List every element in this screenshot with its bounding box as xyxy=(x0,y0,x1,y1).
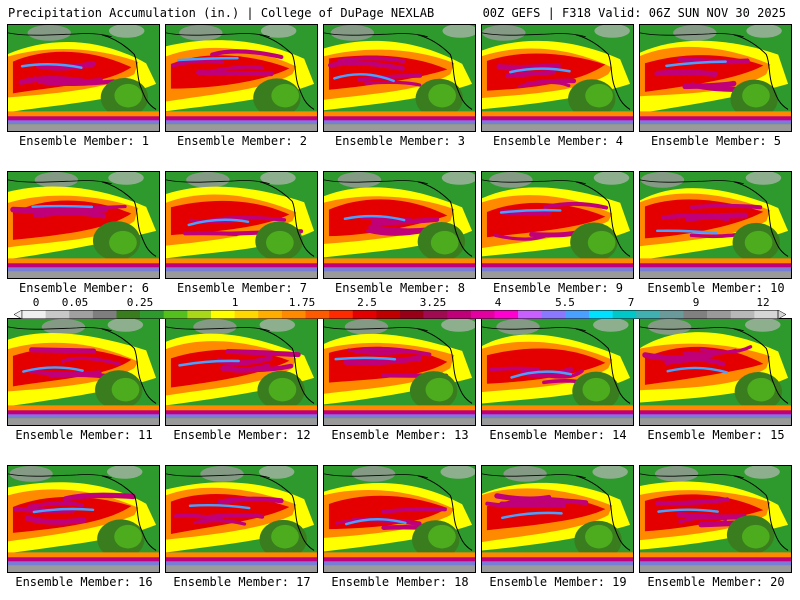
colorbar-swatch xyxy=(494,310,519,319)
ensemble-member-label: Ensemble Member: 19 xyxy=(489,575,627,589)
ensemble-map-panel xyxy=(323,171,476,279)
ensemble-map-panel xyxy=(323,465,476,573)
ensemble-map-panel xyxy=(481,171,634,279)
ensemble-map-panel xyxy=(165,318,318,426)
ensemble-map-panel xyxy=(7,171,160,279)
colorbar-swatch xyxy=(589,310,613,319)
ensemble-map-panel xyxy=(323,318,476,426)
colorbar-swatch xyxy=(659,310,684,319)
colorbar-tick-label: 7 xyxy=(627,296,635,309)
ensemble-map-panel xyxy=(165,24,318,132)
colorbar-tick-label: 0.25 xyxy=(126,296,154,309)
colorbar-swatch xyxy=(565,310,590,319)
colorbar-max-arrow xyxy=(777,310,786,319)
ensemble-member-label: Ensemble Member: 11 xyxy=(15,428,153,442)
ensemble-map-panel xyxy=(323,24,476,132)
ensemble-member-label: Ensemble Member: 12 xyxy=(173,428,311,442)
ensemble-member-label: Ensemble Member: 18 xyxy=(331,575,469,589)
ensemble-map-panel xyxy=(481,24,634,132)
colorbar-swatch xyxy=(730,310,755,319)
colorbar-swatch xyxy=(281,310,306,319)
colorbar-min-arrow xyxy=(14,310,23,319)
ensemble-map-panel xyxy=(165,171,318,279)
precipitation-colorbar xyxy=(14,310,786,319)
colorbar-swatch xyxy=(69,310,94,319)
colorbar-swatch xyxy=(187,310,212,319)
ensemble-member-label: Ensemble Member: 17 xyxy=(173,575,311,589)
colorbar-swatch xyxy=(163,310,188,319)
colorbar-tick-label: 12 xyxy=(756,296,770,309)
colorbar-swatch xyxy=(447,310,472,319)
ensemble-member-label: Ensemble Member: 15 xyxy=(647,428,785,442)
ensemble-map-panel xyxy=(481,465,634,573)
colorbar-tick-label: 0.05 xyxy=(61,296,89,309)
colorbar-swatch xyxy=(470,310,495,319)
colorbar-tick-label: 5.5 xyxy=(555,296,575,309)
ensemble-member-label: Ensemble Member: 8 xyxy=(334,281,466,295)
colorbar-tick-label: 1 xyxy=(231,296,239,309)
ensemble-member-label: Ensemble Member: 16 xyxy=(15,575,153,589)
colorbar-tick-label: 3.25 xyxy=(419,296,447,309)
colorbar-swatch xyxy=(258,310,283,319)
ensemble-member-label: Ensemble Member: 13 xyxy=(331,428,469,442)
colorbar-swatch xyxy=(22,310,46,319)
colorbar-tick-label: 2.5 xyxy=(357,296,377,309)
colorbar-swatch xyxy=(707,310,732,319)
ensemble-member-label: Ensemble Member: 20 xyxy=(647,575,785,589)
colorbar-swatch xyxy=(636,310,661,319)
colorbar-swatch xyxy=(211,310,235,319)
ensemble-member-label: Ensemble Member: 6 xyxy=(18,281,150,295)
colorbar-tick-label: 9 xyxy=(692,296,700,309)
colorbar-swatch xyxy=(305,310,330,319)
ensemble-member-label: Ensemble Member: 7 xyxy=(176,281,308,295)
product-title: Precipitation Accumulation (in.) | Colle… xyxy=(8,6,435,20)
colorbar-swatch xyxy=(329,310,354,319)
ensemble-map-panel xyxy=(639,465,792,573)
ensemble-member-label: Ensemble Member: 1 xyxy=(18,134,150,148)
colorbar-swatch xyxy=(683,310,708,319)
colorbar-swatch xyxy=(400,310,424,319)
ensemble-member-label: Ensemble Member: 4 xyxy=(492,134,624,148)
ensemble-member-label: Ensemble Member: 2 xyxy=(176,134,308,148)
ensemble-map-panel xyxy=(7,24,160,132)
ensemble-member-label: Ensemble Member: 5 xyxy=(650,134,782,148)
colorbar-swatch xyxy=(116,310,141,319)
ensemble-member-label: Ensemble Member: 3 xyxy=(334,134,466,148)
ensemble-map-panel xyxy=(639,318,792,426)
colorbar-tick-label: 4 xyxy=(494,296,502,309)
colorbar-swatch xyxy=(612,310,637,319)
colorbar-swatch xyxy=(754,310,779,319)
ensemble-member-label: Ensemble Member: 10 xyxy=(647,281,785,295)
colorbar-swatch xyxy=(140,310,165,319)
ensemble-map-panel xyxy=(481,318,634,426)
ensemble-member-label: Ensemble Member: 9 xyxy=(492,281,624,295)
ensemble-map-panel xyxy=(7,465,160,573)
run-valid-time: 00Z GEFS | F318 Valid: 06Z SUN NOV 30 20… xyxy=(482,6,786,20)
ensemble-map-panel xyxy=(165,465,318,573)
colorbar-swatch xyxy=(234,310,259,319)
colorbar-swatch xyxy=(352,310,377,319)
ensemble-member-label: Ensemble Member: 14 xyxy=(489,428,627,442)
colorbar-swatch xyxy=(45,310,70,319)
ensemble-map-panel xyxy=(7,318,160,426)
colorbar-swatch xyxy=(541,310,566,319)
ensemble-map-panel xyxy=(639,24,792,132)
colorbar-tick-label: 0 xyxy=(32,296,40,309)
colorbar-swatch xyxy=(518,310,543,319)
colorbar-swatch xyxy=(376,310,401,319)
colorbar-swatch xyxy=(92,310,117,319)
colorbar-swatch xyxy=(423,310,448,319)
colorbar-tick-label: 1.75 xyxy=(288,296,316,309)
ensemble-map-panel xyxy=(639,171,792,279)
